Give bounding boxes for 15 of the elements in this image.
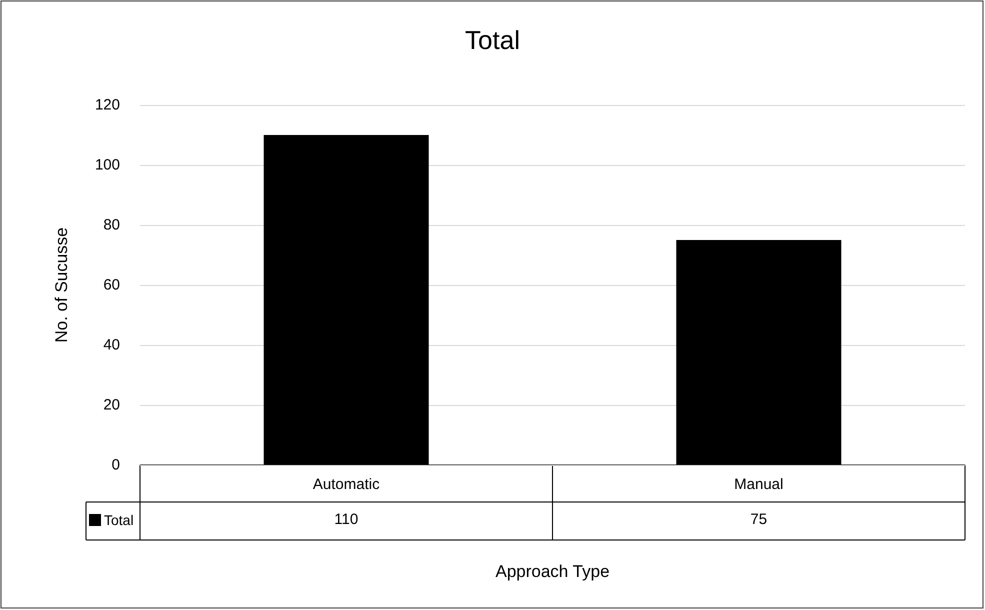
y-tick-label: 120 — [94, 96, 120, 114]
legend-label: Total — [104, 512, 134, 528]
y-tick-label: 0 — [112, 456, 120, 474]
y-tick-label: 60 — [103, 276, 120, 294]
y-axis-title: No. of Sucusse — [52, 227, 71, 343]
x-axis-title: Approach Type — [495, 562, 610, 581]
x-tick-label: Automatic — [312, 476, 380, 493]
x-tick-label: Manual — [734, 476, 784, 493]
data-label: 75 — [750, 511, 768, 528]
y-tick-label: 40 — [103, 336, 120, 354]
y-tick-label: 80 — [103, 216, 120, 234]
chart-title: Total — [465, 25, 520, 55]
y-tick-label: 20 — [103, 396, 120, 414]
data-label: 110 — [334, 511, 358, 528]
y-tick-label: 100 — [94, 156, 120, 174]
